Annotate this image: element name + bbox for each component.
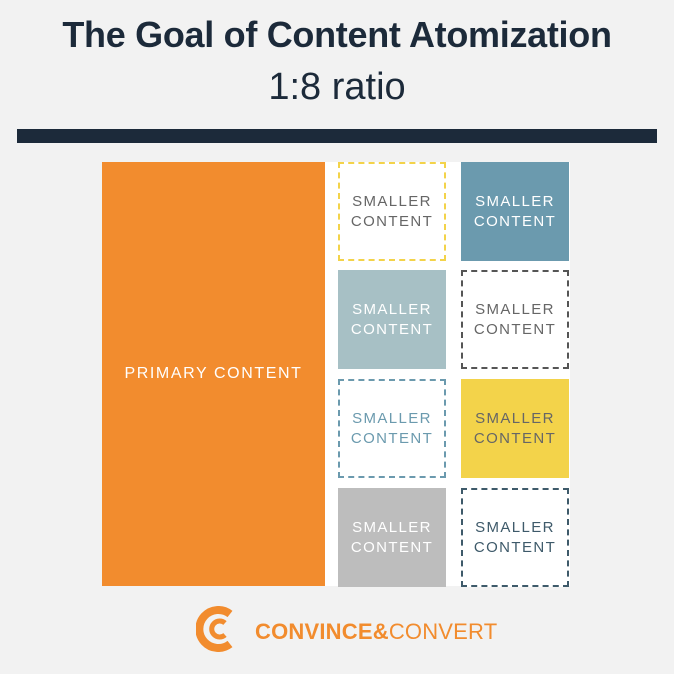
atomization-diagram: PRIMARY CONTENT SMALLER CONTENT SMALLER … xyxy=(102,162,570,587)
smaller-content-block: SMALLER CONTENT xyxy=(338,162,446,261)
smaller-content-label: SMALLER CONTENT xyxy=(350,192,434,230)
brand-regular-text: CONVERT xyxy=(388,619,498,644)
brand-wordmark: CONVINCE&CONVERT xyxy=(255,619,497,645)
smaller-content-block: SMALLER CONTENT xyxy=(461,488,569,587)
smaller-content-label: SMALLER CONTENT xyxy=(473,192,557,230)
smaller-content-label: SMALLER CONTENT xyxy=(350,409,434,447)
brand-bold-text: CONVINCE& xyxy=(255,619,389,644)
smaller-content-label: SMALLER CONTENT xyxy=(473,409,557,447)
page-subtitle: 1:8 ratio xyxy=(268,66,406,108)
smaller-content-label: SMALLER CONTENT xyxy=(350,518,434,556)
smaller-content-block: SMALLER CONTENT xyxy=(338,270,446,369)
convince-convert-logo-icon xyxy=(196,606,233,652)
smaller-content-block: SMALLER CONTENT xyxy=(461,270,569,369)
smaller-content-block: SMALLER CONTENT xyxy=(338,379,446,478)
smaller-content-label: SMALLER CONTENT xyxy=(350,300,434,338)
smaller-content-label: SMALLER CONTENT xyxy=(473,300,557,338)
divider xyxy=(17,129,657,143)
smaller-content-block: SMALLER CONTENT xyxy=(338,488,446,587)
primary-content-label: PRIMARY CONTENT xyxy=(124,365,303,382)
primary-content-block: PRIMARY CONTENT xyxy=(102,162,325,586)
smaller-content-label: SMALLER CONTENT xyxy=(473,518,557,556)
page-title: The Goal of Content Atomization xyxy=(62,14,612,55)
smaller-content-block: SMALLER CONTENT xyxy=(461,162,569,261)
smaller-content-block: SMALLER CONTENT xyxy=(461,379,569,478)
